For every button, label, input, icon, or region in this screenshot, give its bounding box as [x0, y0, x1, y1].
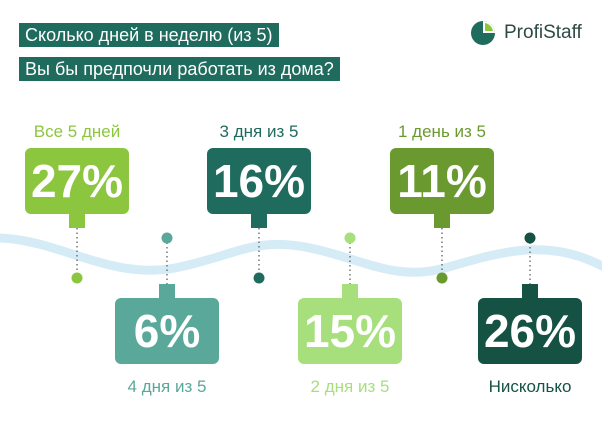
category-label-0: Все 5 дней: [34, 122, 120, 141]
bar-0: [25, 148, 129, 214]
data-label-4: 11%: [397, 155, 487, 207]
category-label-2: 3 дня из 5: [220, 122, 299, 141]
wave-dot-5: [524, 232, 536, 244]
bar-tab-4: [434, 214, 450, 228]
bar-1: [115, 298, 219, 364]
data-label-0: 27%: [31, 155, 123, 207]
wave-dot-4: [436, 272, 448, 284]
data-label-1: 6%: [134, 305, 200, 357]
bar-tab-2: [251, 214, 267, 228]
bar-tab-1: [159, 284, 175, 298]
title-line-2: Вы бы предпочли работать из дома?: [19, 57, 340, 81]
data-label-3: 15%: [304, 305, 396, 357]
logo-text: ProfiStaff: [504, 22, 582, 43]
category-label-5: Нисколько: [489, 377, 572, 396]
profistaff-logo: ProfiStaff: [470, 20, 582, 46]
data-label-2: 16%: [213, 155, 305, 207]
wave-dot-2: [253, 272, 265, 284]
wave-dot-1: [161, 232, 173, 244]
category-label-3: 2 дня из 5: [311, 377, 390, 396]
wave-dot-3: [344, 232, 356, 244]
data-label-5: 26%: [484, 305, 576, 357]
bar-3: [298, 298, 402, 364]
wave-line: [0, 233, 602, 277]
bar-tab-0: [69, 214, 85, 228]
bar-5: [478, 298, 582, 364]
bar-tab-3: [342, 284, 358, 298]
bar-tab-5: [522, 284, 538, 298]
bar-4: [390, 148, 494, 214]
category-label-4: 1 день из 5: [398, 122, 486, 141]
title-line-1: Сколько дней в неделю (из 5): [19, 23, 279, 47]
logo-mark-icon: [471, 21, 495, 45]
bar-2: [207, 148, 311, 214]
category-label-1: 4 дня из 5: [128, 377, 207, 396]
wave-dot-0: [71, 272, 83, 284]
